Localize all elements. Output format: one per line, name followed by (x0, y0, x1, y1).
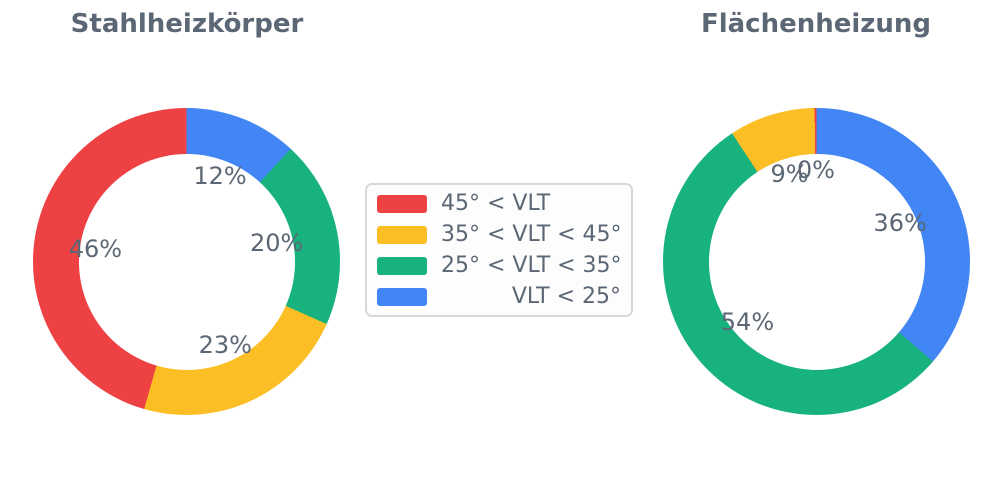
legend-color-swatch (377, 287, 427, 306)
donut-hole (78, 153, 295, 370)
chart-title: Flächenheizung (700, 9, 932, 39)
slice-label: 9% (770, 159, 809, 188)
slice-label: 23% (198, 330, 252, 359)
slice-label: 20% (249, 229, 304, 258)
legend-item[interactable]: 25° < VLT < 35° (377, 253, 622, 278)
legend-label: 35° < VLT < 45° (441, 222, 622, 247)
legend-color-swatch (377, 225, 427, 244)
legend-label: VLT < 25° (511, 284, 621, 309)
legend-item[interactable]: 35° < VLT < 45° (377, 222, 622, 247)
donut-chart: 46% 23% 20% 12% (33, 108, 340, 415)
legend-label: 45° < VLT (441, 191, 551, 216)
slice-label: 46% (68, 234, 123, 263)
legend-label: 25° < VLT < 35° (441, 253, 622, 278)
donut-chart: 0% 9% 54% 36% (663, 108, 970, 415)
chart-title: Stahlheizkörper (70, 9, 304, 39)
slice-label: 0% (796, 155, 835, 184)
donut-hole (708, 153, 925, 370)
legend-color-swatch (377, 256, 427, 275)
slice-label: 36% (873, 209, 927, 238)
slice-label: 54% (720, 308, 775, 337)
legend-item[interactable]: VLT < 25° (377, 284, 621, 309)
legend-color-swatch (377, 194, 427, 213)
legend: 45° < VLT 35° < VLT < 45° 25° < VLT < 35… (365, 183, 633, 317)
slice-label: 12% (193, 161, 247, 190)
legend-item[interactable]: 45° < VLT (377, 191, 621, 216)
